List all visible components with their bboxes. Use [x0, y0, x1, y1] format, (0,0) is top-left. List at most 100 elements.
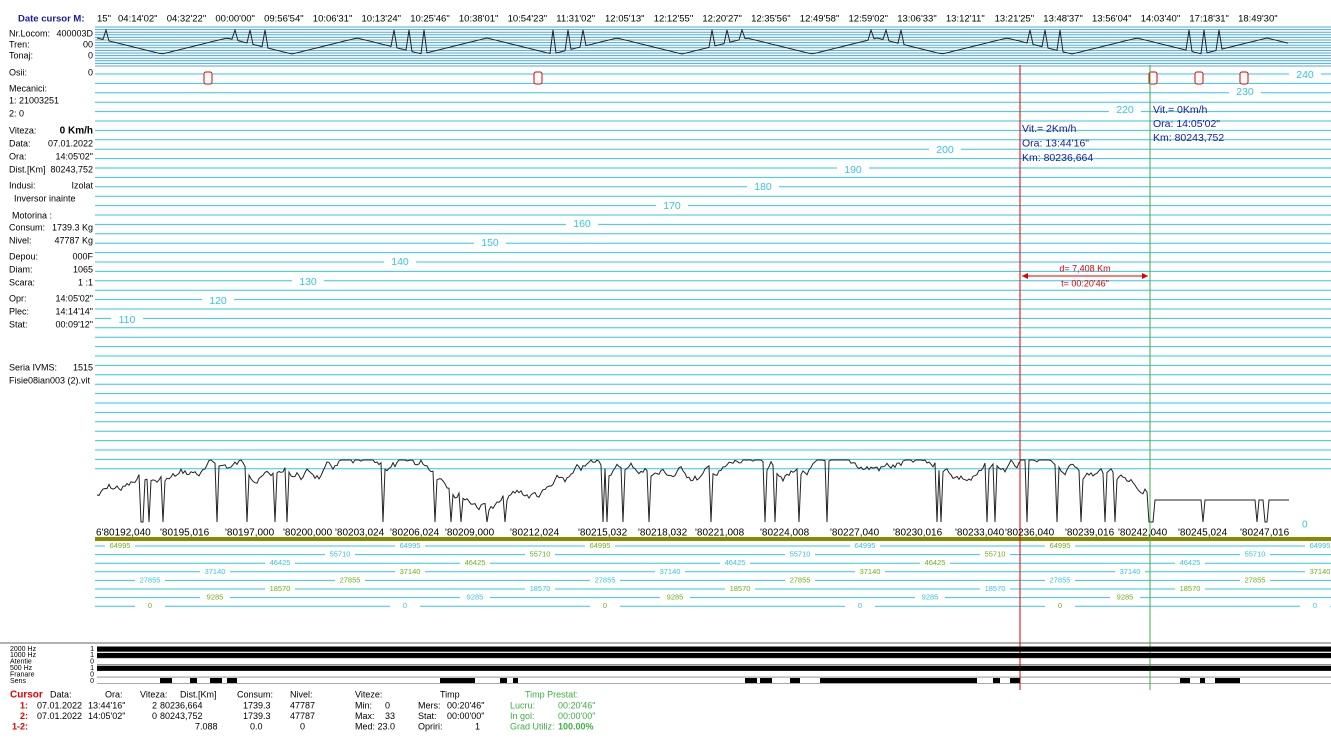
scale-label: 9285	[467, 593, 484, 602]
sens-block	[227, 678, 237, 683]
scale-label: 37140	[205, 567, 226, 576]
table-cell: 47787	[290, 711, 315, 721]
table-cell: 00:00'00"	[558, 711, 595, 721]
label-bg	[1289, 69, 1321, 81]
scale-label: 55710	[330, 550, 351, 559]
sens-block	[1215, 678, 1240, 683]
label-bg	[325, 550, 355, 559]
signal-name: Sens	[10, 678, 26, 685]
scale-label: 9285	[667, 593, 684, 602]
scale-label: 46425	[725, 558, 746, 567]
time-label: 10:25'46"	[410, 14, 450, 25]
sens-block	[993, 678, 1000, 683]
label-bg	[656, 200, 688, 212]
table-header: Nivel:	[290, 689, 313, 699]
scale-label: 46425	[1180, 558, 1201, 567]
field-value: 14:05'02"	[56, 151, 93, 161]
field-value: 00	[83, 39, 93, 49]
label-bg	[590, 602, 620, 611]
table-cell: 0	[300, 721, 305, 731]
event-icon	[533, 71, 543, 85]
scale-label: 18570	[530, 584, 551, 593]
table-cell: 33	[385, 711, 395, 721]
time-label: 14:03'40"	[1141, 14, 1181, 25]
scale-label: 0	[148, 601, 152, 610]
label-bg	[915, 593, 945, 602]
scale-label: 46425	[465, 558, 486, 567]
cursor-1-info: Km: 80236,664	[1022, 152, 1093, 164]
label-bg	[1045, 576, 1075, 585]
km-label: '80197,000	[225, 528, 275, 539]
scale-label: 0	[1058, 601, 1062, 610]
field-value: 0	[88, 67, 93, 77]
speed-label: 140	[391, 256, 409, 268]
field-label: Depou:	[9, 251, 38, 261]
time-label: 10:13'24"	[362, 14, 402, 25]
scale-label: 46425	[925, 558, 946, 567]
table-cell: 1-2:	[12, 721, 28, 731]
field-label: Scara:	[9, 277, 35, 287]
km-label: '80227,040	[830, 528, 880, 539]
label-bg	[395, 567, 425, 576]
scale-label: 55710	[985, 550, 1006, 559]
km-label: '80224,008	[760, 528, 810, 539]
distance-d: d= 7,408 Km	[1059, 263, 1110, 273]
field-value: 80243,752	[50, 164, 93, 174]
table-header: Dist.[Km]	[180, 689, 217, 699]
label-bg	[460, 593, 490, 602]
label-bg	[1305, 542, 1331, 550]
table-cell: 2:	[20, 711, 28, 721]
scale-label: 27855	[595, 575, 616, 584]
field-value: 1739.3 Kg	[52, 222, 93, 232]
label-bg	[292, 276, 324, 288]
table-cell: 1	[475, 721, 480, 731]
speed-label: 120	[209, 295, 227, 307]
signal-bar	[97, 646, 1331, 652]
table-header: Data:	[50, 689, 72, 699]
scale-label: 55710	[790, 550, 811, 559]
speed-label: 110	[119, 314, 136, 326]
km-label: '80247,016	[1240, 528, 1290, 539]
field-label: Nr.Locom:	[9, 28, 50, 38]
time-label: 12:49'58"	[800, 14, 840, 25]
cursor-2-info: Vit.= 0Km/h	[1153, 104, 1208, 116]
field-value: 14:14'14"	[56, 306, 93, 316]
table-header: Timp	[440, 689, 460, 699]
signal-name: 1000 Hz	[10, 652, 37, 659]
label-bg	[1240, 550, 1270, 559]
label-bg	[1175, 559, 1205, 568]
signal-bar	[97, 665, 1331, 671]
label-bg	[785, 576, 815, 585]
field-label: Motorina :	[12, 210, 52, 220]
km-label: '80209,000	[445, 528, 495, 539]
field-label: Tonaj:	[9, 50, 33, 60]
scale-label: 55710	[1245, 550, 1266, 559]
km-label: '80230,016	[893, 528, 943, 539]
table-cell: 1:	[20, 700, 28, 710]
event-icon	[1148, 71, 1158, 85]
speed-label: 230	[1236, 86, 1254, 98]
cursor-2-info: Ora: 14:05'02"	[1153, 118, 1220, 130]
field-label: Fisie08ian003 (2).vit	[9, 375, 91, 385]
label-bg	[785, 550, 815, 559]
label-bg	[1300, 602, 1330, 611]
label-bg	[566, 218, 598, 230]
cursor-1-info: Vit.= 2Km/h	[1022, 123, 1077, 135]
field-label: Inversor inainte	[14, 193, 76, 203]
sens-block	[500, 678, 507, 683]
label-bg	[135, 576, 165, 585]
table-cell: Max:	[355, 711, 375, 721]
field-label: Seria IVMS:	[9, 362, 57, 372]
km-label: '80215,032	[578, 528, 628, 539]
label-bg	[837, 164, 869, 176]
scale-label: 37140	[1310, 567, 1331, 576]
km-label: '80212,024	[510, 528, 560, 539]
table-cell: 1739.3	[243, 700, 271, 710]
event-icon	[203, 71, 213, 85]
scale-label: 27855	[340, 575, 361, 584]
scale-label: 0	[1313, 601, 1317, 610]
cursor-1-info: Ora: 13:44'16"	[1022, 137, 1089, 149]
speed-label: 170	[663, 200, 681, 212]
label-bg	[1175, 585, 1205, 593]
